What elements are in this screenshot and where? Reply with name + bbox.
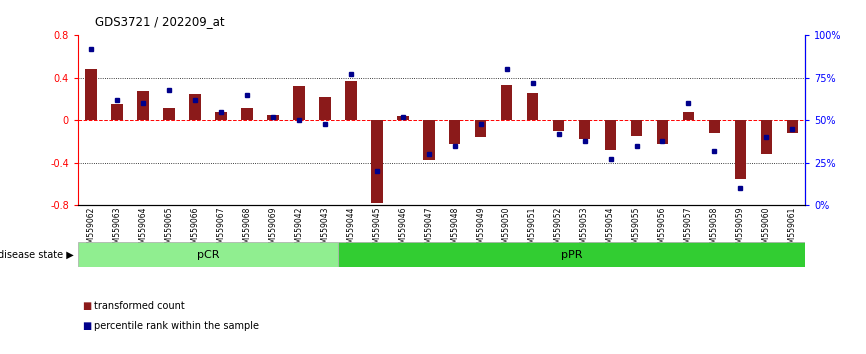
Text: pCR: pCR [197, 250, 219, 260]
Text: disease state ▶: disease state ▶ [0, 250, 74, 260]
Bar [656, 120, 669, 144]
Bar [786, 120, 798, 133]
Bar [371, 120, 383, 203]
Bar [475, 120, 487, 137]
Bar [449, 120, 461, 144]
Bar [163, 108, 175, 120]
Text: ■: ■ [82, 321, 92, 331]
Bar [137, 91, 149, 120]
Bar [578, 120, 591, 139]
Bar [708, 120, 721, 133]
Bar [501, 85, 513, 120]
Bar [267, 115, 279, 120]
Bar [345, 81, 357, 120]
Bar [630, 120, 643, 136]
Bar [734, 120, 746, 179]
Bar [215, 112, 227, 120]
Text: pPR: pPR [561, 250, 582, 260]
Bar [527, 93, 539, 120]
Bar [319, 97, 331, 120]
Text: percentile rank within the sample: percentile rank within the sample [94, 321, 259, 331]
Bar [397, 116, 409, 120]
Bar [760, 120, 772, 154]
Bar [604, 120, 617, 150]
Bar [423, 120, 435, 160]
Text: ■: ■ [82, 301, 92, 311]
Bar [682, 112, 695, 120]
Bar [189, 94, 201, 120]
Bar [111, 104, 123, 120]
Text: GDS3721 / 202209_at: GDS3721 / 202209_at [95, 15, 225, 28]
Bar [241, 108, 253, 120]
Bar [85, 69, 97, 120]
Text: transformed count: transformed count [94, 301, 184, 311]
Bar [293, 86, 305, 120]
Bar [553, 120, 565, 131]
